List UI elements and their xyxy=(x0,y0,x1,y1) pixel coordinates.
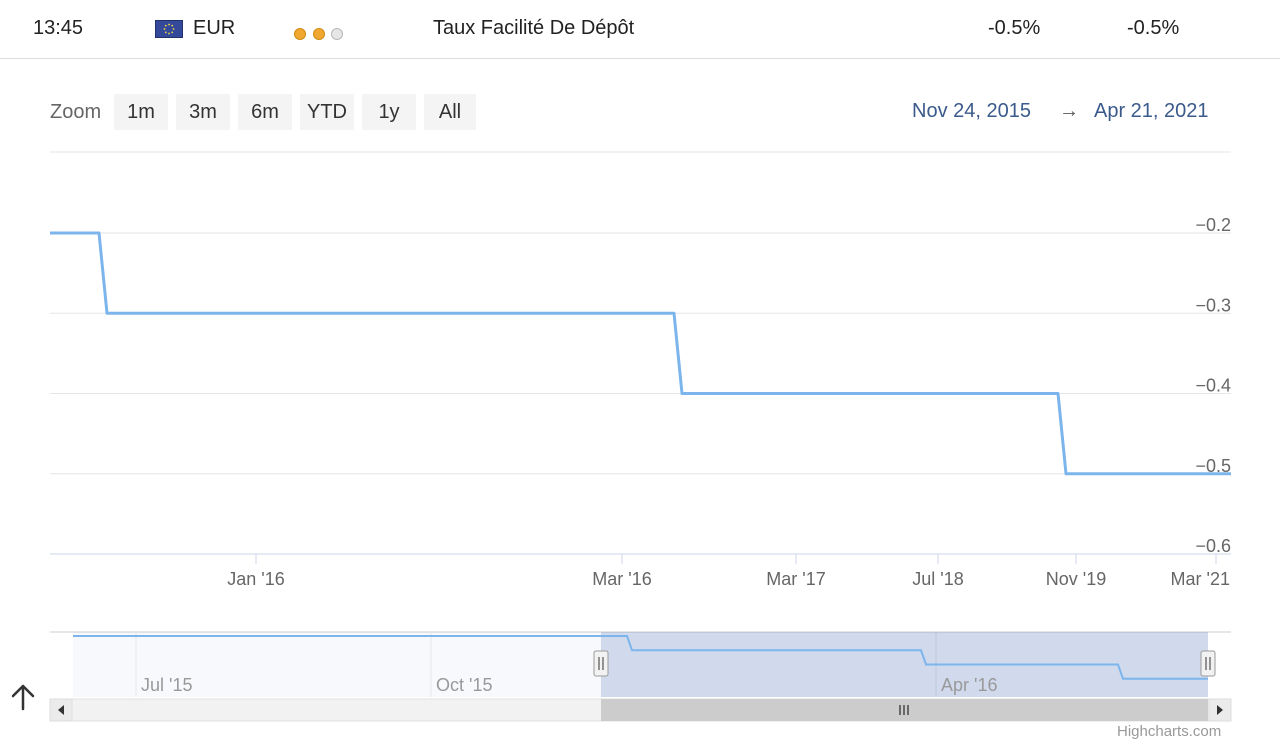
importance-dot-icon xyxy=(312,28,325,40)
navigator-handle xyxy=(593,650,609,677)
event-currency: EUR xyxy=(193,17,236,39)
navigator-tick-label: Oct '15 xyxy=(436,675,492,695)
range-arrow-icon: → xyxy=(1059,100,1079,122)
x-tick-label: Mar '16 xyxy=(592,569,651,589)
series-line xyxy=(50,231,1231,476)
navigator-outside-mask xyxy=(73,632,601,697)
zoom-1y-button[interactable]: 1y xyxy=(362,94,416,130)
event-title[interactable]: Taux Facilité De Dépôt xyxy=(433,17,635,39)
event-actual-value: -0.5% xyxy=(988,17,1041,39)
range-from-date[interactable]: Nov 24, 2015 xyxy=(912,100,1031,122)
navigator-tick-label: Jul '15 xyxy=(141,675,192,695)
y-tick-label: −0.5 xyxy=(1195,456,1231,476)
y-tick-label: −0.4 xyxy=(1195,376,1231,396)
y-tick-label: −0.6 xyxy=(1195,536,1231,556)
zoom-1m-button[interactable]: 1m xyxy=(114,94,168,130)
zoom-ytd-button[interactable]: YTD xyxy=(300,94,354,130)
navigator-tick-label: Apr '16 xyxy=(941,675,997,695)
navigator-series-line xyxy=(73,635,1208,680)
zoom-6m-button[interactable]: 6m xyxy=(238,94,292,130)
event-header-row: 13:45 EUR Taux Facilité De Dépôt -0.5% -… xyxy=(0,0,1280,59)
range-to-date[interactable]: Apr 21, 2021 xyxy=(1094,100,1209,122)
triangle-left-icon xyxy=(58,705,64,715)
importance-dot-icon xyxy=(294,28,306,40)
x-tick-label: Mar '17 xyxy=(766,569,825,589)
navigator-handle xyxy=(1200,650,1216,677)
chart-credits[interactable]: Highcharts.com xyxy=(1117,723,1222,740)
x-tick-label: Jan '16 xyxy=(227,569,284,589)
zoom-label: Zoom xyxy=(50,101,102,123)
arrow-up-icon[interactable] xyxy=(8,682,38,712)
importance-dot-icon xyxy=(331,28,344,40)
zoom-3m-button[interactable]: 3m xyxy=(176,94,230,130)
x-tick-label: Mar '21 xyxy=(1171,569,1230,589)
importance-indicator xyxy=(294,23,344,46)
triangle-right-icon xyxy=(1217,705,1223,715)
y-tick-label: −0.3 xyxy=(1195,295,1231,315)
x-tick-label: Nov '19 xyxy=(1046,569,1106,589)
zoom-all-button[interactable]: All xyxy=(424,94,476,130)
y-tick-label: −0.2 xyxy=(1195,215,1231,235)
event-time: 13:45 xyxy=(33,17,84,39)
eu-flag-icon xyxy=(155,20,183,38)
x-tick-label: Jul '18 xyxy=(912,569,963,589)
event-forecast-value: -0.5% xyxy=(1127,17,1180,39)
